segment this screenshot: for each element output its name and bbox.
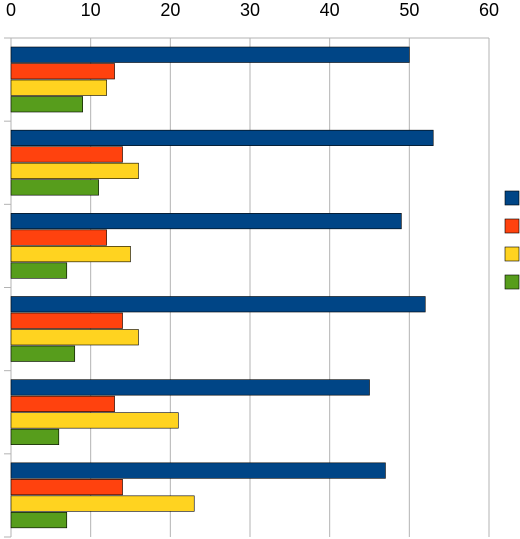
bars: [10, 46, 434, 529]
bar-series-1-row-2: [10, 129, 434, 146]
bar-series-4-row-1: [10, 96, 83, 113]
bar-series-4-row-5: [10, 428, 60, 445]
bar-series-4-row-6: [10, 512, 68, 529]
bar-series-3-row-6: [10, 495, 195, 512]
legend-swatch-1: [504, 190, 520, 206]
x-tick-label: 40: [320, 0, 340, 20]
bar-series-4-row-3: [10, 262, 68, 279]
bar-series-3-row-1: [10, 79, 107, 96]
legend-swatch-4: [504, 274, 520, 290]
bar-series-4-row-2: [10, 179, 99, 196]
bar-series-2-row-4: [10, 312, 123, 329]
bar-series-2-row-5: [10, 395, 115, 412]
bar-series-3-row-3: [10, 246, 131, 263]
bar-series-2-row-6: [10, 479, 123, 496]
x-tick-label: 20: [160, 0, 180, 20]
bar-series-3-row-4: [10, 329, 139, 346]
legend: [504, 190, 520, 290]
bar-series-2-row-2: [10, 146, 123, 163]
bar-series-1-row-1: [10, 46, 410, 63]
bar-series-2-row-1: [10, 63, 115, 80]
x-tick-label: 30: [240, 0, 260, 20]
bar-series-1-row-5: [10, 379, 370, 396]
x-tick-label: 10: [81, 0, 101, 20]
bar-series-3-row-2: [10, 162, 139, 179]
x-tick-label: 60: [479, 0, 499, 20]
bar-series-2-row-3: [10, 229, 107, 246]
legend-swatch-3: [504, 246, 520, 262]
x-tick-label: 50: [399, 0, 419, 20]
axes: [4, 37, 489, 538]
bar-series-4-row-4: [10, 345, 76, 362]
legend-swatch-2: [504, 218, 520, 234]
bar-series-1-row-4: [10, 296, 426, 313]
bar-series-1-row-3: [10, 213, 402, 230]
bar-series-1-row-6: [10, 462, 386, 479]
x-tick-label: 0: [6, 0, 16, 20]
x-axis-ticks: 0 10 20 30 40 50 60: [6, 0, 499, 20]
bar-series-3-row-5: [10, 412, 179, 429]
